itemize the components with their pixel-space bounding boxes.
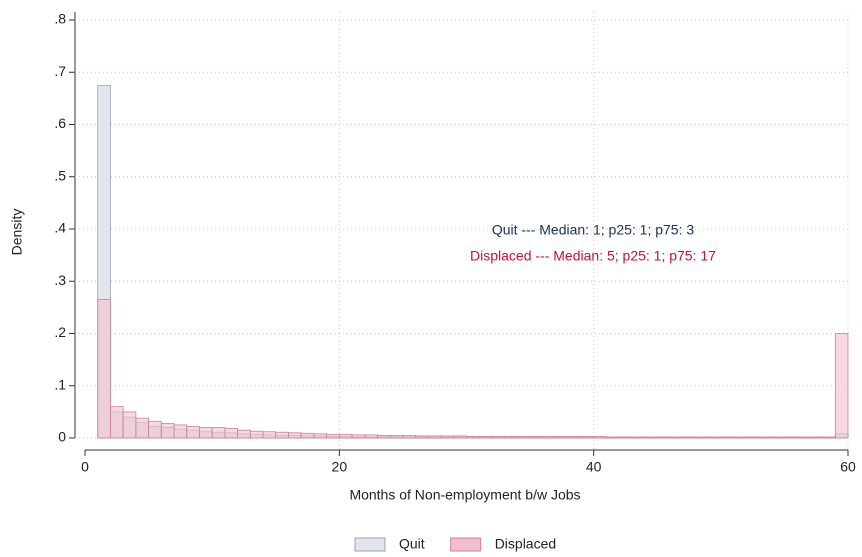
bar (796, 436, 811, 439)
bar (580, 436, 595, 439)
bar (148, 420, 162, 439)
x-tick-label: 60 (840, 459, 856, 475)
bar (491, 436, 506, 439)
bar (288, 432, 302, 439)
x-tick-label: 20 (332, 459, 348, 475)
bar (567, 436, 582, 439)
bar (605, 436, 620, 439)
bar (822, 436, 836, 439)
bar (377, 434, 391, 439)
x-axis-title: Months of Non-employment b/w Jobs (349, 487, 580, 503)
bar (478, 436, 493, 439)
bar (173, 424, 188, 439)
bar (669, 436, 684, 439)
y-tick-label: .8 (54, 11, 66, 27)
y-tick-label: .2 (54, 324, 66, 340)
bar (745, 436, 760, 439)
bar (555, 436, 569, 439)
annotation: Displaced --- Median: 5; p25: 1; p75: 17 (470, 248, 716, 264)
bar (771, 436, 785, 439)
bar (313, 433, 328, 439)
bar (618, 436, 633, 439)
bar (809, 436, 823, 439)
y-tick-label: .5 (54, 167, 66, 183)
y-tick-label: .3 (54, 272, 66, 288)
bar (326, 433, 340, 439)
bar (834, 333, 849, 439)
bar (300, 432, 315, 439)
bar (453, 435, 467, 439)
legend-swatch (450, 537, 482, 552)
y-tick-label: .1 (54, 376, 66, 392)
x-tick-label: 40 (586, 459, 602, 475)
bar (389, 434, 404, 439)
bar (262, 431, 277, 439)
y-axis-title: Density (9, 209, 25, 256)
bar (504, 436, 518, 439)
x-tick-label: 0 (81, 459, 89, 475)
bar (631, 436, 645, 439)
bar (224, 428, 238, 439)
bar (338, 433, 353, 439)
bar (529, 436, 544, 439)
bar (542, 436, 556, 439)
bar (97, 299, 111, 439)
y-tick-label: .4 (54, 220, 66, 236)
bar (720, 436, 734, 439)
y-tick-label: .6 (54, 115, 66, 131)
bar (733, 436, 747, 439)
bar (516, 436, 531, 439)
bar (758, 436, 773, 439)
bar (135, 417, 149, 439)
bar (695, 436, 709, 439)
legend-label: Quit (399, 536, 425, 552)
bar (351, 434, 366, 439)
bar (784, 436, 798, 439)
bar (656, 436, 671, 439)
bar (427, 435, 442, 439)
bar (199, 427, 213, 439)
bar (275, 431, 289, 439)
bar (402, 434, 417, 439)
annotation: Quit --- Median: 1; p25: 1; p75: 3 (492, 222, 695, 238)
bar (211, 427, 226, 439)
bar (237, 429, 251, 439)
bar (682, 436, 696, 439)
legend-swatch (354, 537, 386, 552)
bar (415, 435, 429, 439)
y-tick-label: 0 (58, 429, 66, 445)
legend-label: Displaced (495, 536, 556, 552)
bar (644, 436, 658, 439)
bar (440, 435, 455, 439)
bar (593, 436, 607, 439)
bar (110, 406, 124, 439)
bar (249, 430, 264, 439)
bar (186, 426, 200, 439)
bar (364, 434, 378, 439)
y-tick-label: .7 (54, 63, 66, 79)
bar (707, 436, 722, 439)
bar (466, 436, 480, 439)
bar (122, 411, 137, 439)
bar (160, 422, 175, 439)
